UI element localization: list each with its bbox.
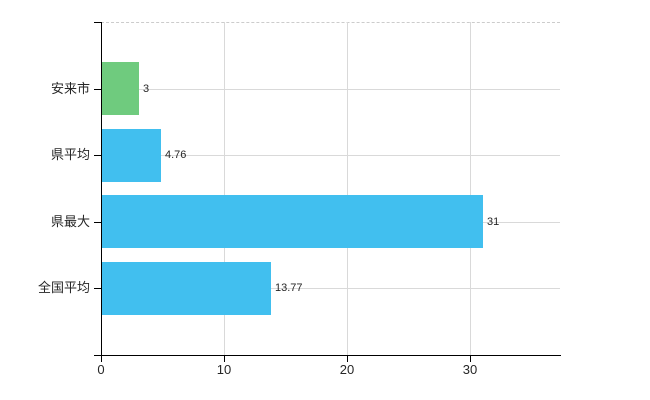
x-tick <box>101 355 102 362</box>
x-tick-label-2: 20 <box>339 362 355 377</box>
value-label: 3 <box>143 83 150 95</box>
x-tick-label-0: 0 <box>97 362 105 377</box>
x-tick <box>470 355 471 362</box>
bar-県最大 <box>102 195 483 248</box>
y-gridline <box>101 155 560 156</box>
x-tick-label-3: 30 <box>462 362 478 377</box>
y-tick <box>94 155 101 156</box>
value-label: 31 <box>487 216 500 228</box>
x-axis-line <box>101 355 561 356</box>
bar-県平均 <box>102 129 161 182</box>
y-tick <box>94 22 101 23</box>
category-label-3: 全国平均 <box>37 280 90 295</box>
y-tick <box>94 355 101 356</box>
bar-安来市 <box>102 62 139 115</box>
y-tick <box>94 222 101 223</box>
x-tick <box>347 355 348 362</box>
x-gridline <box>224 22 225 355</box>
x-gridline <box>470 22 471 355</box>
top-gridline <box>101 22 560 23</box>
category-label-0: 安来市 <box>50 81 90 96</box>
bar-全国平均 <box>102 262 271 315</box>
y-tick <box>94 288 101 289</box>
x-tick <box>224 355 225 362</box>
y-tick <box>94 89 101 90</box>
value-label: 4.76 <box>165 149 187 161</box>
x-gridline <box>347 22 348 355</box>
value-label: 13.77 <box>275 282 303 294</box>
y-axis-line <box>101 22 102 356</box>
category-label-1: 県平均 <box>50 147 90 162</box>
x-tick-label-1: 10 <box>216 362 232 377</box>
category-label-2: 県最大 <box>50 214 90 229</box>
y-gridline <box>101 288 560 289</box>
plot-area: 3 4.76 31 13.77 <box>101 22 560 355</box>
y-gridline <box>101 89 560 90</box>
